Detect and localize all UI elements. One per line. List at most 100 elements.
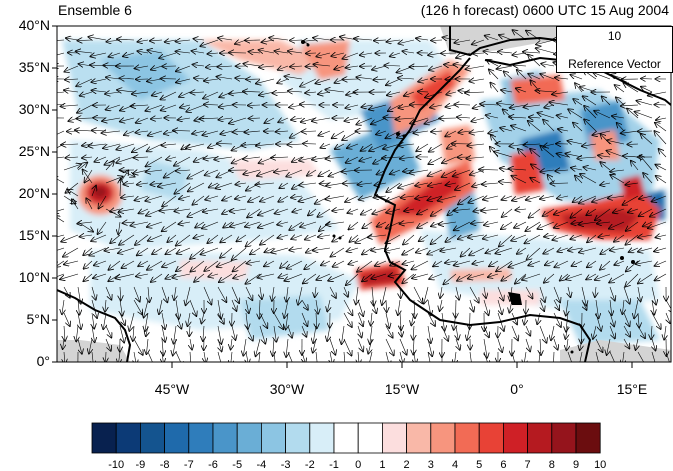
wind-arrow bbox=[162, 351, 163, 362]
wind-arrow bbox=[398, 299, 400, 315]
wind-arrow bbox=[194, 78, 205, 79]
wind-arrow bbox=[483, 351, 489, 362]
wind-arrow bbox=[109, 53, 121, 57]
wind-arrow bbox=[656, 118, 667, 120]
wind-arrow bbox=[440, 286, 442, 298]
x-label: 45°W bbox=[154, 381, 190, 397]
wind-arrow bbox=[134, 351, 136, 362]
wind-arrow bbox=[583, 167, 597, 170]
wind-arrow bbox=[232, 247, 247, 260]
wind-arrow bbox=[412, 273, 429, 278]
wind-arrow bbox=[528, 121, 541, 132]
wind-arrow bbox=[446, 92, 457, 95]
wind-arrow bbox=[516, 88, 527, 92]
wind-arrow bbox=[105, 286, 111, 300]
wind-arrow bbox=[148, 130, 163, 136]
colorbar-tick-label: -6 bbox=[208, 459, 218, 471]
wind-arrow bbox=[129, 312, 135, 331]
wind-arrow bbox=[301, 312, 307, 326]
wind-arrow bbox=[537, 312, 540, 324]
wind-arrow bbox=[209, 183, 219, 187]
wind-arrow bbox=[313, 338, 316, 353]
wind-arrow bbox=[218, 118, 233, 120]
wind-arrow bbox=[246, 351, 248, 362]
wind-arrow bbox=[273, 351, 276, 362]
wind-arrow bbox=[621, 131, 639, 133]
wind-arrow bbox=[186, 286, 191, 305]
wind-arrow bbox=[192, 51, 205, 53]
wind-arrow bbox=[146, 325, 148, 336]
wind-arrow bbox=[571, 168, 583, 170]
wind-arrow bbox=[256, 338, 261, 356]
wind-arrow bbox=[489, 260, 499, 266]
wind-arrow bbox=[625, 273, 639, 287]
wind-arrow bbox=[523, 52, 541, 53]
wind-arrow bbox=[57, 247, 65, 251]
wind-arrow bbox=[343, 338, 351, 355]
wind-arrow bbox=[638, 235, 653, 237]
wind-arrow bbox=[120, 118, 135, 122]
wind-arrow bbox=[247, 261, 261, 264]
wind-arrow bbox=[656, 176, 667, 184]
wind-arrow bbox=[200, 39, 219, 46]
wind-arrow bbox=[88, 37, 107, 40]
wind-arrow bbox=[133, 286, 140, 301]
wind-arrow bbox=[217, 286, 226, 302]
wind-arrow bbox=[190, 260, 205, 272]
wind-arrow bbox=[187, 312, 190, 326]
wind-arrow bbox=[466, 66, 485, 69]
wind-arrow bbox=[145, 312, 148, 331]
wind-arrow bbox=[236, 234, 247, 241]
wind-arrow bbox=[413, 131, 429, 133]
wind-arrow bbox=[483, 325, 489, 337]
wind-arrow bbox=[284, 299, 289, 318]
wind-arrow bbox=[173, 130, 191, 131]
wind-arrow bbox=[204, 104, 219, 105]
wind-arrow bbox=[623, 312, 629, 326]
wind-arrow bbox=[499, 35, 513, 41]
wind-arrow bbox=[626, 234, 639, 245]
wind-arrow bbox=[102, 118, 121, 121]
wind-arrow bbox=[94, 260, 107, 265]
wind-arrow bbox=[554, 208, 569, 215]
wind-arrow bbox=[540, 170, 555, 172]
wind-arrow bbox=[637, 325, 645, 338]
wind-arrow bbox=[638, 286, 641, 301]
wind-arrow bbox=[192, 195, 205, 205]
colorbar-swatch bbox=[357, 422, 383, 454]
wind-arrow bbox=[275, 208, 289, 214]
wind-arrow bbox=[331, 53, 345, 56]
wind-arrow bbox=[536, 48, 555, 54]
wind-arrow bbox=[369, 104, 387, 109]
wind-arrow bbox=[284, 273, 303, 281]
wind-arrow bbox=[276, 131, 289, 132]
wind-arrow bbox=[468, 273, 485, 279]
wind-arrow bbox=[410, 117, 429, 123]
wind-arrow bbox=[174, 182, 191, 194]
wind-arrow bbox=[357, 312, 363, 326]
colorbar-swatch bbox=[502, 422, 528, 454]
wind-arrow bbox=[57, 39, 65, 41]
wind-arrow bbox=[136, 274, 149, 276]
wind-arrow bbox=[665, 299, 671, 313]
wind-arrow bbox=[190, 247, 205, 259]
wind-arrow bbox=[63, 247, 79, 257]
wind-arrow bbox=[626, 221, 639, 231]
wind-arrow bbox=[518, 149, 527, 158]
wind-arrow bbox=[566, 338, 568, 350]
wind-arrow bbox=[544, 273, 555, 283]
wind-arrow bbox=[553, 286, 560, 302]
wind-arrow bbox=[288, 325, 292, 338]
wind-arrow bbox=[586, 273, 597, 279]
wind-arrow bbox=[162, 221, 177, 231]
wind-arrow bbox=[664, 325, 666, 340]
wind-arrow bbox=[458, 195, 471, 204]
wind-arrow bbox=[207, 53, 219, 54]
wind-arrow bbox=[258, 351, 261, 362]
wind-arrow bbox=[188, 182, 205, 191]
wind-arrow bbox=[106, 104, 121, 110]
wind-arrow bbox=[425, 91, 443, 98]
wind-arrow bbox=[245, 221, 261, 227]
x-label: 30°W bbox=[269, 381, 305, 397]
wind-arrow bbox=[565, 325, 568, 339]
